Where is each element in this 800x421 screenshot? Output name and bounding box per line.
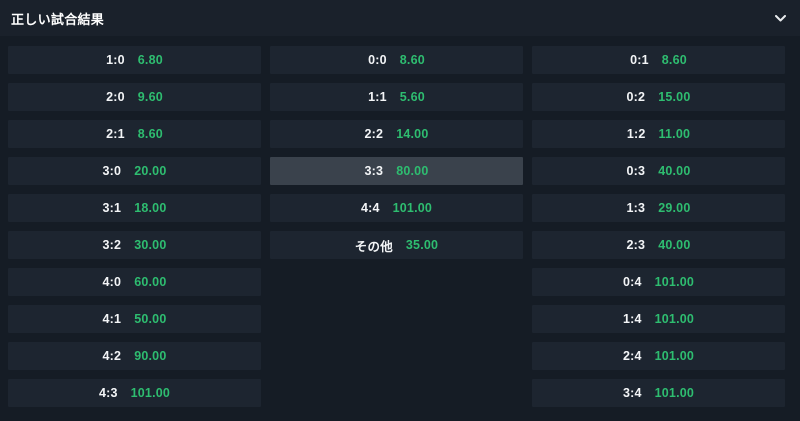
odds-value: 40.00 [658,164,691,178]
score-label: 3:1 [102,201,122,215]
odds-button[interactable]: 3:0 20.00 [8,157,261,185]
odds-value: 101.00 [130,386,171,400]
score-label: 0:4 [622,275,642,289]
score-label: 1:4 [622,312,642,326]
odds-value: 5.60 [399,90,425,104]
odds-button[interactable]: その他 35.00 [270,231,523,259]
odds-button[interactable]: 1:3 29.00 [532,194,785,222]
score-label: 3:3 [364,164,384,178]
score-label: 0:1 [630,53,649,67]
score-label: 1:1 [368,90,387,104]
score-label: 4:1 [102,312,122,326]
odds-value: 14.00 [396,127,429,141]
odds-button[interactable]: 4:2 90.00 [8,342,261,370]
market-title: 正しい試合結果 [11,11,105,27]
score-label: 0:0 [368,53,387,67]
score-label: 3:0 [102,164,122,178]
market-header[interactable]: 正しい試合結果 [0,0,800,36]
odds-value: 101.00 [654,312,695,326]
score-label: 2:2 [364,127,384,141]
odds-value: 60.00 [134,275,167,289]
odds-value: 40.00 [658,238,691,252]
odds-value: 18.00 [134,201,167,215]
odds-value: 15.00 [658,90,691,104]
odds-column-left: 1:0 6.80 2:0 9.60 2:1 8.60 3:0 20.00 3:1 18.00 3:2… [8,46,261,407]
score-label: その他 [354,239,393,254]
odds-button[interactable]: 1:1 5.60 [270,83,523,111]
odds-button[interactable]: 3:3 80.00 [270,157,523,185]
odds-value: 8.60 [661,53,687,67]
score-label: 3:4 [622,386,642,400]
odds-button[interactable]: 2:2 14.00 [270,120,523,148]
score-label: 2:3 [626,238,646,252]
odds-button[interactable]: 0:0 8.60 [270,46,523,74]
score-label: 0:2 [626,90,646,104]
odds-button[interactable]: 3:1 18.00 [8,194,261,222]
odds-value: 101.00 [654,386,695,400]
odds-button[interactable]: 3:4 101.00 [532,379,785,407]
odds-button[interactable]: 4:0 60.00 [8,268,261,296]
odds-column-middle: 0:0 8.60 1:1 5.60 2:2 14.00 3:3 80.00 4:4 101.00 そ… [270,46,523,407]
odds-button[interactable]: 4:1 50.00 [8,305,261,333]
odds-button[interactable]: 0:2 15.00 [532,83,785,111]
odds-value: 8.60 [399,53,425,67]
odds-value: 101.00 [392,201,433,215]
odds-button[interactable]: 1:0 6.80 [8,46,261,74]
odds-value: 30.00 [134,238,167,252]
odds-value: 9.60 [137,90,163,104]
score-label: 2:4 [622,349,642,363]
score-label: 4:3 [98,386,118,400]
odds-button[interactable]: 0:1 8.60 [532,46,785,74]
odds-value: 20.00 [134,164,167,178]
odds-button[interactable]: 2:1 8.60 [8,120,261,148]
score-label: 0:3 [626,164,646,178]
score-label: 4:4 [360,201,380,215]
score-label: 1:0 [106,53,125,67]
chevron-down-icon[interactable] [770,8,790,28]
odds-value: 50.00 [134,312,167,326]
odds-button[interactable]: 0:4 101.00 [532,268,785,296]
odds-button[interactable]: 1:4 101.00 [532,305,785,333]
odds-button[interactable]: 4:4 101.00 [270,194,523,222]
odds-value: 6.80 [137,53,163,67]
score-label: 2:1 [106,127,125,141]
odds-value: 90.00 [134,349,167,363]
score-label: 4:2 [102,349,122,363]
odds-value: 101.00 [654,349,695,363]
odds-button[interactable]: 3:2 30.00 [8,231,261,259]
odds-value: 101.00 [654,275,695,289]
odds-button[interactable]: 1:2 11.00 [532,120,785,148]
odds-value: 29.00 [658,201,691,215]
score-label: 2:0 [106,90,125,104]
odds-grid: 1:0 6.80 2:0 9.60 2:1 8.60 3:0 20.00 3:1 18.00 3:2… [0,36,800,421]
odds-column-right: 0:1 8.60 0:2 15.00 1:2 11.00 0:3 40.00 1:3 29.00 2… [532,46,785,407]
odds-button[interactable]: 2:4 101.00 [532,342,785,370]
odds-value: 35.00 [405,238,439,252]
odds-value: 8.60 [137,127,163,141]
score-label: 1:3 [626,201,646,215]
score-label: 4:0 [102,275,122,289]
score-label: 1:2 [626,127,646,141]
odds-button[interactable]: 2:0 9.60 [8,83,261,111]
odds-value: 11.00 [658,127,691,141]
odds-button[interactable]: 2:3 40.00 [532,231,785,259]
odds-value: 80.00 [396,164,429,178]
odds-button[interactable]: 0:3 40.00 [532,157,785,185]
odds-button[interactable]: 4:3 101.00 [8,379,261,407]
score-label: 3:2 [102,238,122,252]
